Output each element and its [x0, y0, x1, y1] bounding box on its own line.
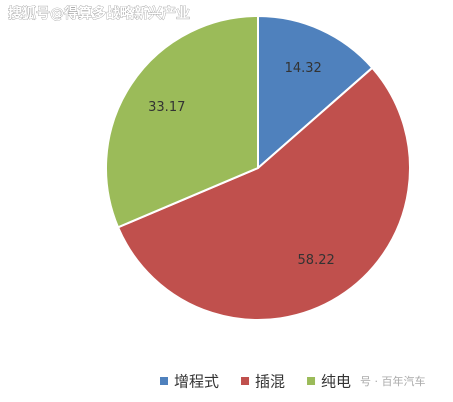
legend: 增程式 插混 纯电	[160, 373, 351, 391]
legend-swatch	[307, 377, 316, 385]
pie: 14.32 58.22 33.17	[105, 14, 411, 321]
data-label: 14.32	[285, 61, 322, 76]
legend-label: 纯电	[321, 373, 351, 391]
legend-label: 增程式	[174, 373, 219, 391]
watermark: 搜狐号@得算多战略新兴产业	[8, 5, 190, 22]
pie-slice	[105, 14, 259, 229]
legend-swatch	[160, 377, 168, 385]
legend-label: 插混	[255, 373, 285, 391]
legend-swatch	[241, 377, 250, 385]
data-label: 58.22	[298, 253, 335, 268]
pie-slice	[257, 14, 374, 171]
watermark: 号 · 百年汽车	[360, 374, 426, 388]
data-label: 33.17	[148, 100, 185, 115]
pie-slice	[116, 66, 411, 321]
